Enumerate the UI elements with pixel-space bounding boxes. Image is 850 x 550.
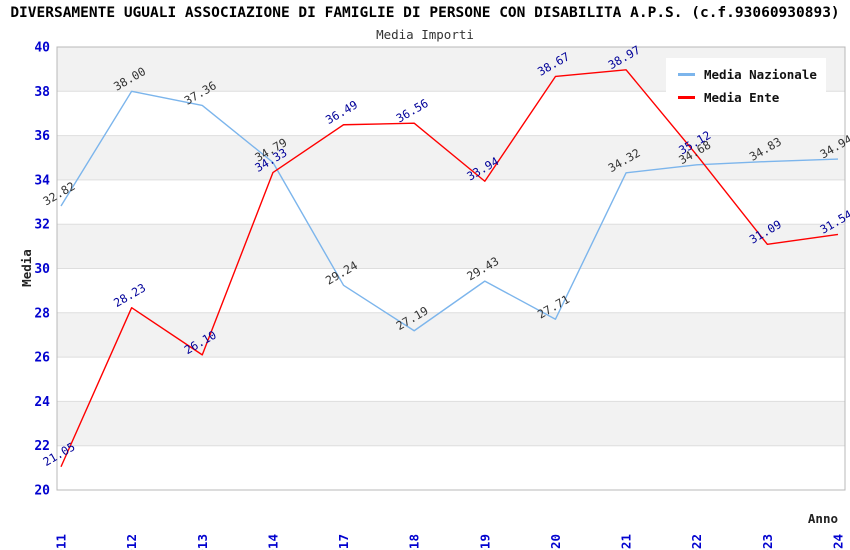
plot-band — [57, 135, 845, 180]
x-tick-label: 2020 — [548, 534, 563, 550]
x-tick-label: 2014 — [265, 534, 280, 550]
data-label: 36.56 — [394, 96, 431, 125]
y-tick-label: 32 — [34, 218, 50, 233]
y-tick-label: 26 — [34, 351, 50, 366]
data-label: 36.49 — [323, 98, 360, 127]
y-tick-label: 22 — [34, 439, 50, 454]
y-tick-label: 28 — [34, 306, 50, 321]
data-label: 28.23 — [111, 280, 148, 309]
x-tick-label: 2012 — [124, 534, 139, 550]
legend-label-media-nazionale: Media Nazionale — [704, 67, 817, 82]
y-tick-label: 40 — [34, 41, 50, 56]
x-axis-title: Anno — [808, 511, 838, 526]
y-tick-label: 34 — [34, 173, 50, 188]
legend-item-media-ente: Media Ente — [678, 90, 820, 105]
series-line-media-nazionale — [60, 90, 839, 332]
plot-band — [57, 401, 845, 446]
y-tick-label: 36 — [34, 129, 50, 144]
y-tick-label: 24 — [34, 395, 50, 410]
y-axis-title: Media — [19, 249, 34, 287]
x-tick-label: 2018 — [407, 534, 422, 550]
x-tick-label: 2024 — [831, 534, 846, 550]
x-tick-label: 2023 — [760, 534, 775, 550]
legend-label-media-ente: Media Ente — [704, 90, 780, 105]
chart-title: DIVERSAMENTE UGUALI ASSOCIAZIONE DI FAMI… — [10, 5, 840, 21]
x-tick-label: 2021 — [619, 534, 634, 550]
series-line-media-ente — [60, 69, 839, 468]
plot-band — [57, 312, 845, 358]
plot-band — [57, 224, 845, 269]
y-tick-label: 20 — [34, 484, 50, 499]
legend-item-media-nazionale: Media Nazionale — [678, 67, 820, 82]
x-tick-label: 2011 — [54, 534, 69, 550]
x-tick-label: 2022 — [689, 534, 704, 550]
x-tick-label: 2019 — [477, 534, 492, 550]
legend-dash-nazionale-icon — [678, 73, 695, 76]
x-tick-label: 2013 — [195, 534, 210, 550]
legend: Media Nazionale Media Ente — [666, 58, 826, 114]
legend-dash-ente-icon — [678, 96, 695, 99]
plot-border — [56, 46, 846, 491]
y-tick-label: 38 — [34, 85, 50, 100]
chart-subtitle: Media Importi — [376, 27, 474, 42]
y-tick-label: 30 — [34, 262, 50, 277]
x-tick-label: 2017 — [336, 534, 351, 550]
